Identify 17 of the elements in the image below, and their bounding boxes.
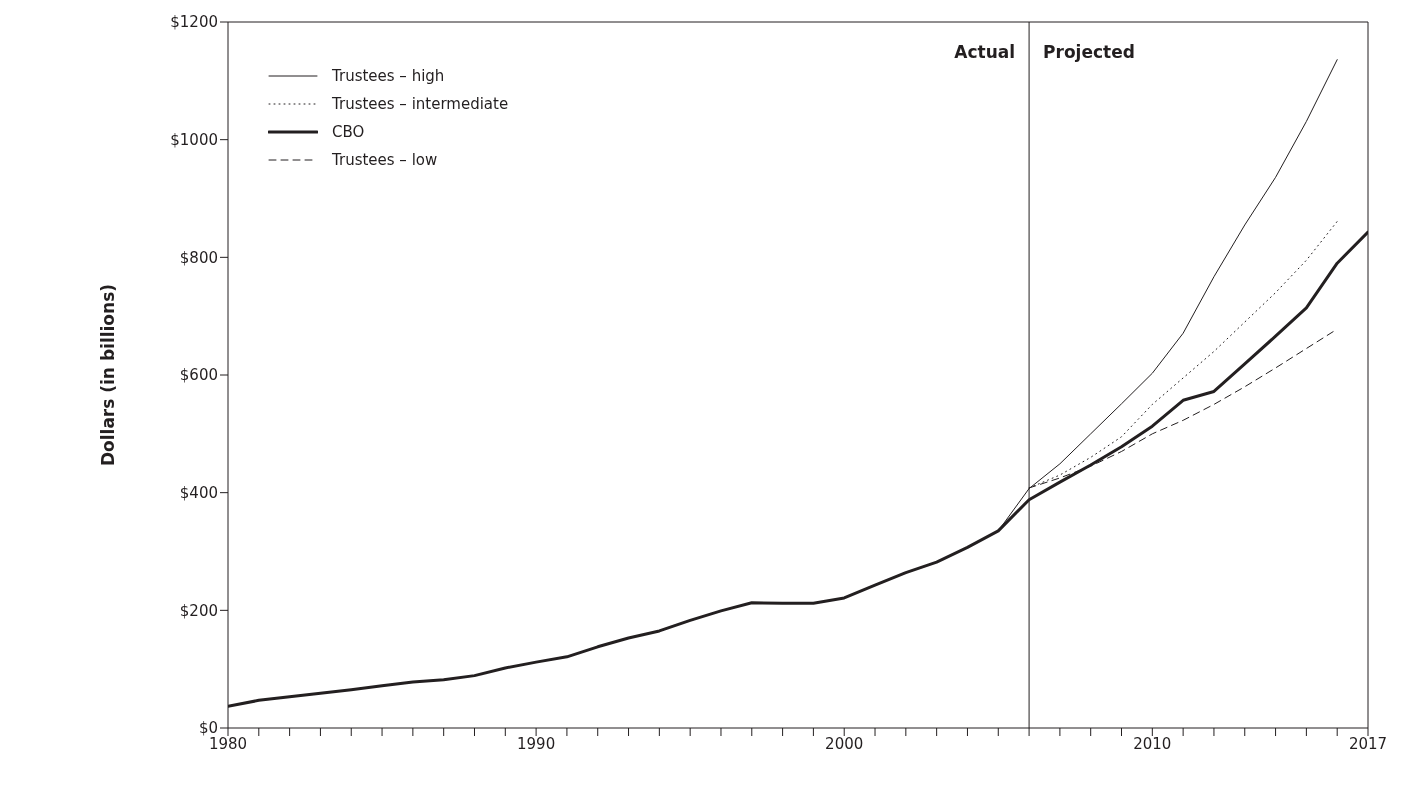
legend-label: Trustees – high [332,67,445,85]
annotation: Projected [1043,42,1135,62]
y-axis-title: Dollars (in billions) [98,283,119,467]
annotation: Actual [954,42,1016,62]
legend-label: Trustees – low [332,151,438,169]
legend-label: CBO [332,123,365,141]
x-tick-label: 1990 [517,734,556,753]
y-tick-label: $1200 [170,13,218,32]
y-tick-label: $200 [179,601,218,620]
x-tick-label: 2017 [1348,734,1388,753]
y-tick-label: $600 [179,366,218,385]
x-tick-label: 2000 [825,734,864,753]
y-tick-label: $1000 [170,130,218,149]
y-tick-label: $400 [179,483,218,502]
legend-label: Trustees – intermediate [332,95,509,113]
y-tick-label: $800 [179,248,218,267]
x-tick-label: 2010 [1133,734,1172,753]
